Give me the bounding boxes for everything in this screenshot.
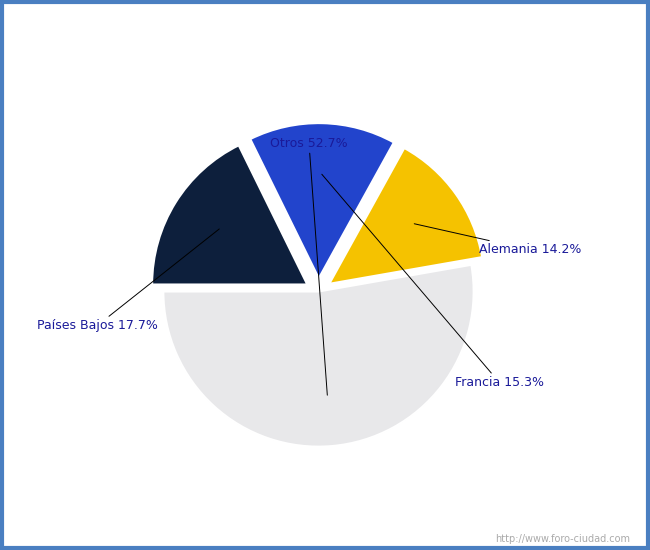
Text: http://www.foro-ciudad.com: http://www.foro-ciudad.com [495, 535, 630, 544]
Wedge shape [152, 145, 307, 284]
Text: Francia 15.3%: Francia 15.3% [322, 174, 543, 389]
Text: Países Bajos 17.7%: Países Bajos 17.7% [37, 229, 219, 332]
Wedge shape [163, 265, 474, 447]
Wedge shape [250, 123, 394, 278]
Wedge shape [330, 148, 482, 284]
Text: Alemania 14.2%: Alemania 14.2% [414, 224, 582, 256]
Text: Otros 52.7%: Otros 52.7% [270, 138, 348, 395]
Text: Peligros - Turistas extranjeros según país - Abril de 2024: Peligros - Turistas extranjeros según pa… [110, 18, 540, 34]
